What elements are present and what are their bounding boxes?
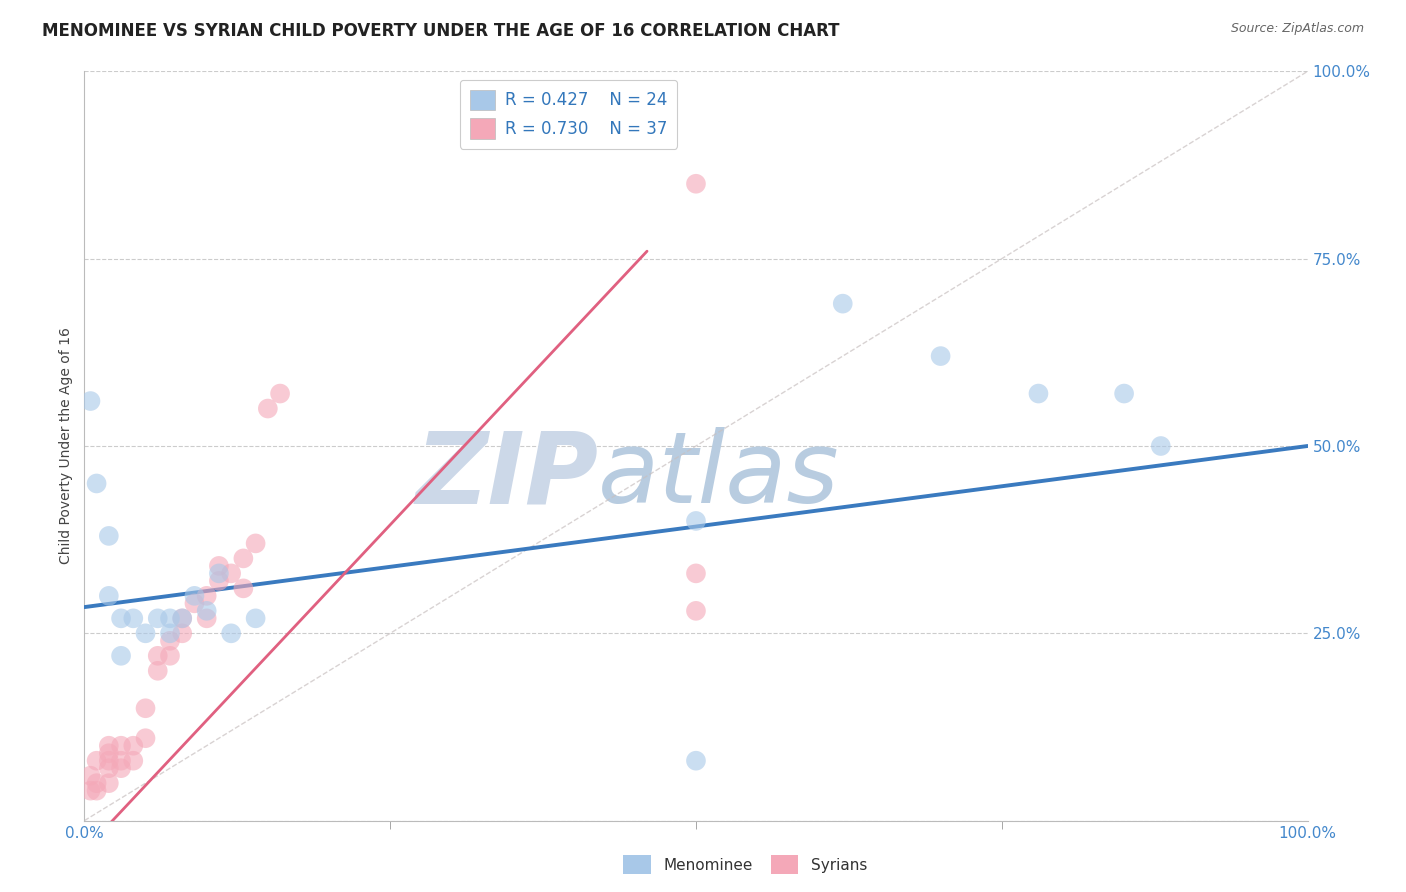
Point bbox=[97, 754, 120, 768]
Point bbox=[110, 739, 132, 753]
Point bbox=[146, 664, 169, 678]
Point bbox=[146, 611, 169, 625]
Point bbox=[86, 754, 108, 768]
Point bbox=[195, 589, 218, 603]
Point bbox=[110, 611, 132, 625]
Point bbox=[79, 769, 101, 783]
Point bbox=[79, 394, 101, 409]
Point bbox=[183, 596, 205, 610]
Point bbox=[208, 566, 231, 581]
Point bbox=[1150, 439, 1173, 453]
Point bbox=[135, 731, 157, 746]
Point bbox=[685, 754, 707, 768]
Point bbox=[110, 648, 132, 663]
Point bbox=[831, 296, 853, 310]
Point bbox=[159, 611, 181, 625]
Text: atlas: atlas bbox=[598, 427, 839, 524]
Point bbox=[1114, 386, 1136, 401]
Point bbox=[97, 589, 120, 603]
Point bbox=[159, 648, 181, 663]
Point bbox=[146, 648, 169, 663]
Point bbox=[79, 783, 101, 797]
Point bbox=[122, 611, 145, 625]
Point bbox=[929, 349, 952, 363]
Point bbox=[685, 604, 707, 618]
Point bbox=[269, 386, 291, 401]
Point bbox=[219, 626, 242, 640]
Point bbox=[685, 177, 707, 191]
Point bbox=[195, 604, 218, 618]
Point bbox=[232, 582, 254, 596]
Y-axis label: Child Poverty Under the Age of 16: Child Poverty Under the Age of 16 bbox=[59, 327, 73, 565]
Point bbox=[159, 626, 181, 640]
Text: ZIP: ZIP bbox=[415, 427, 598, 524]
Point bbox=[86, 476, 108, 491]
Point bbox=[195, 611, 218, 625]
Point bbox=[110, 761, 132, 775]
Text: MENOMINEE VS SYRIAN CHILD POVERTY UNDER THE AGE OF 16 CORRELATION CHART: MENOMINEE VS SYRIAN CHILD POVERTY UNDER … bbox=[42, 22, 839, 40]
Point bbox=[86, 783, 108, 797]
Point bbox=[232, 551, 254, 566]
Point bbox=[183, 589, 205, 603]
Point bbox=[245, 611, 267, 625]
Point bbox=[97, 746, 120, 760]
Text: Source: ZipAtlas.com: Source: ZipAtlas.com bbox=[1230, 22, 1364, 36]
Point bbox=[245, 536, 267, 550]
Point bbox=[172, 626, 194, 640]
Point bbox=[208, 574, 231, 588]
Point bbox=[685, 514, 707, 528]
Point bbox=[110, 754, 132, 768]
Point bbox=[122, 739, 145, 753]
Point bbox=[257, 401, 280, 416]
Point bbox=[159, 633, 181, 648]
Point bbox=[135, 626, 157, 640]
Point bbox=[122, 754, 145, 768]
Point bbox=[97, 529, 120, 543]
Point bbox=[172, 611, 194, 625]
Point bbox=[97, 776, 120, 790]
Point bbox=[86, 776, 108, 790]
Point bbox=[97, 761, 120, 775]
Point bbox=[135, 701, 157, 715]
Point bbox=[685, 566, 707, 581]
Point bbox=[172, 611, 194, 625]
Legend: Menominee, Syrians: Menominee, Syrians bbox=[617, 849, 873, 880]
Point bbox=[208, 558, 231, 573]
Point bbox=[97, 739, 120, 753]
Legend: R = 0.427    N = 24, R = 0.730    N = 37: R = 0.427 N = 24, R = 0.730 N = 37 bbox=[460, 79, 678, 149]
Point bbox=[1028, 386, 1050, 401]
Point bbox=[219, 566, 242, 581]
